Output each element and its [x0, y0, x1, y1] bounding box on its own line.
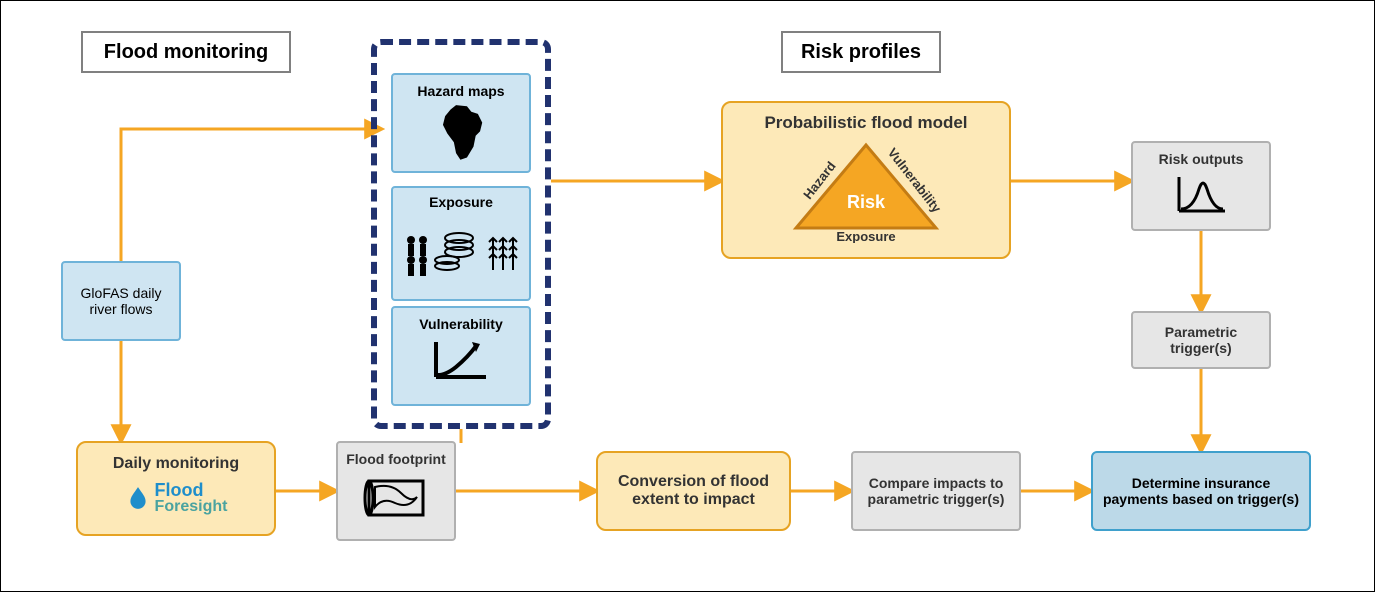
header-flood-monitoring-label: Flood monitoring — [104, 41, 268, 64]
node-conversion-label: Conversion of flood extent to impact — [608, 473, 779, 509]
triangle-center-text: Risk — [847, 192, 886, 212]
node-vulnerability-label: Vulnerability — [419, 316, 503, 332]
node-determine-label: Determine insurance payments based on tr… — [1101, 475, 1301, 507]
curve-icon — [426, 332, 496, 387]
droplet-icon — [125, 485, 151, 511]
header-risk-profiles-label: Risk profiles — [801, 41, 921, 64]
node-daily-monitoring: Daily monitoring Flood Foresight — [76, 441, 276, 536]
flood-foresight-logo: Flood Foresight — [125, 481, 228, 515]
node-hazard-maps: Hazard maps — [391, 73, 531, 173]
flood-logo-main: Flood — [155, 481, 228, 499]
node-exposure-label: Exposure — [429, 194, 493, 210]
africa-icon — [434, 103, 489, 163]
node-compare-label: Compare impacts to parametric trigger(s) — [861, 475, 1011, 507]
node-vulnerability: Vulnerability — [391, 306, 531, 406]
flood-logo-sub: Foresight — [155, 499, 228, 515]
header-risk-profiles: Risk profiles — [781, 31, 941, 73]
node-parametric-triggers: Parametric trigger(s) — [1131, 311, 1271, 369]
node-risk-outputs-label: Risk outputs — [1159, 151, 1244, 167]
triangle-bottom-text: Exposure — [836, 229, 895, 243]
node-parametric-triggers-label: Parametric trigger(s) — [1141, 324, 1261, 356]
header-flood-monitoring: Flood monitoring — [81, 31, 291, 73]
node-glofas-label: GloFAS daily river flows — [71, 285, 171, 317]
node-hazard-maps-label: Hazard maps — [417, 83, 504, 99]
node-flood-footprint: Flood footprint — [336, 441, 456, 541]
node-prob-model: Probabilistic flood model Risk Hazard Vu… — [721, 101, 1011, 259]
exposure-icons — [401, 210, 521, 280]
risk-triangle-icon: Risk Hazard Vulnerability Exposure — [771, 133, 961, 243]
node-glofas: GloFAS daily river flows — [61, 261, 181, 341]
node-exposure: Exposure — [391, 186, 531, 301]
node-daily-monitoring-label: Daily monitoring — [113, 455, 239, 473]
node-prob-model-label: Probabilistic flood model — [764, 113, 967, 133]
map-roll-icon — [361, 473, 431, 523]
distribution-icon — [1171, 171, 1231, 219]
node-risk-outputs: Risk outputs — [1131, 141, 1271, 231]
node-conversion: Conversion of flood extent to impact — [596, 451, 791, 531]
node-flood-footprint-label: Flood footprint — [346, 451, 446, 467]
node-compare: Compare impacts to parametric trigger(s) — [851, 451, 1021, 531]
node-determine: Determine insurance payments based on tr… — [1091, 451, 1311, 531]
